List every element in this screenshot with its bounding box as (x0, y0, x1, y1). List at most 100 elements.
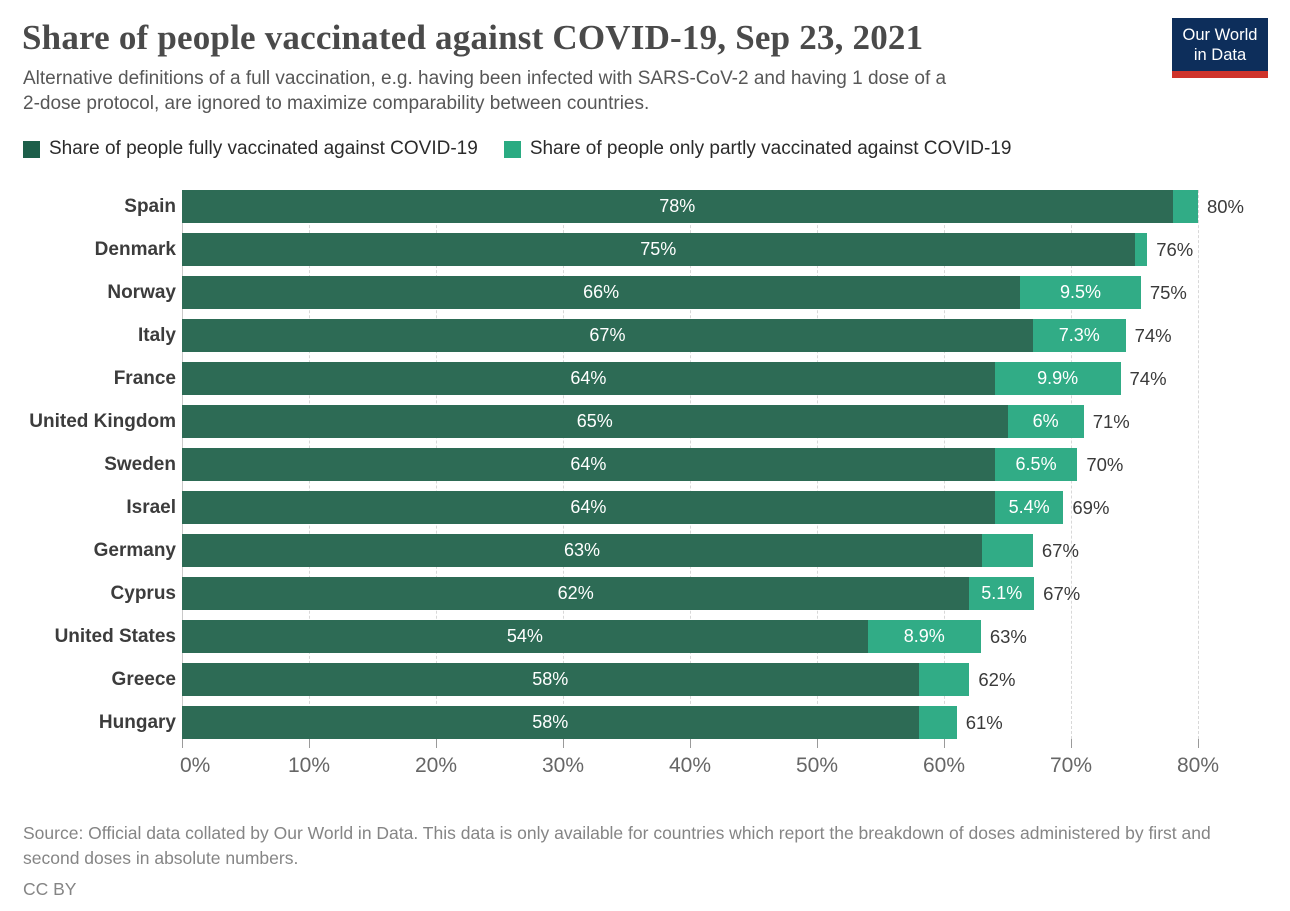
bar-segment-partly (918, 663, 970, 696)
bar-total-label: 67% (1041, 539, 1079, 561)
chart-rows: Spain 78% 80% Denmark 75% 76% Norway 66% 9.5% 75%… (20, 190, 1280, 739)
country-label: France (113, 367, 176, 389)
legend-item-partly: Share of people only partly vaccinated a… (503, 138, 1012, 160)
bar-segment-partly (1172, 190, 1198, 223)
chart-subtitle-line1: Alternative definitions of a full vaccin… (23, 68, 947, 89)
owid-logo[interactable]: Our World in Data (1172, 18, 1268, 78)
bar-total-label: 71% (1092, 410, 1130, 432)
bar-segment-fully: 78% (182, 190, 1173, 223)
legend-label-fully: Share of people fully vaccinated against… (49, 138, 478, 159)
bar-segment-fully: 65% (182, 405, 1008, 438)
bar-track: 58% 61% (182, 706, 1280, 739)
country-label: Greece (111, 668, 176, 690)
bar-total-label: 76% (1156, 238, 1194, 260)
bar-total-label: 62% (978, 668, 1016, 690)
legend-label-partly: Share of people only partly vaccinated a… (529, 138, 1012, 159)
country-label: Hungary (98, 711, 176, 733)
bar-segment-partly: 9.9% (994, 362, 1121, 395)
axis-tick (182, 739, 183, 748)
bar-total-label: 63% (989, 625, 1027, 647)
bar-row: Germany 63% 67% (20, 534, 1280, 567)
axis-tick (436, 739, 437, 748)
axis-tick-label: 80% (1176, 754, 1220, 777)
country-label: Sweden (104, 453, 176, 475)
country-label: Italy (137, 324, 176, 346)
bar-segment-fully: 64% (182, 491, 995, 524)
country-label: United Kingdom (29, 410, 176, 432)
bar-track: 65% 6% 71% (182, 405, 1280, 438)
bar-segment-partly: 9.5% (1020, 276, 1141, 309)
bar-row: Hungary 58% 61% (20, 706, 1280, 739)
axis-tick-label: 50% (795, 754, 839, 777)
chart-subtitle: Alternative definitions of a full vaccin… (23, 66, 1123, 116)
bar-segment-fully: 62% (182, 577, 970, 610)
gridline (1198, 190, 1199, 739)
axis-tick-label: 60% (922, 754, 966, 777)
country-label: United States (54, 625, 176, 647)
fully-vaccinated-swatch-icon (23, 140, 40, 158)
axis-tick-label: 30% (541, 754, 585, 777)
license-note: CC BY (23, 879, 77, 899)
axis-tick-label: 10% (287, 754, 331, 777)
axis-tick (1071, 739, 1072, 748)
bar-row: Greece 58% 62% (20, 663, 1280, 696)
legend-item-fully: Share of people fully vaccinated against… (23, 138, 478, 160)
bar-track: 67% 7.3% 74% (182, 319, 1280, 352)
bar-segment-fully: 66% (182, 276, 1021, 309)
chart-footer: Source: Official data collated by Our Wo… (23, 821, 1268, 902)
bar-segment-partly: 7.3% (1032, 319, 1126, 352)
bar-track: 66% 9.5% 75% (182, 276, 1280, 309)
country-label: Cyprus (110, 582, 176, 604)
bar-segment-fully: 64% (182, 448, 995, 481)
bar-segment-partly: 5.4% (994, 491, 1064, 524)
bar-track: 75% 76% (182, 233, 1280, 266)
bar-row: Spain 78% 80% (20, 190, 1280, 223)
bar-track: 54% 8.9% 63% (182, 620, 1280, 653)
bar-track: 62% 5.1% 67% (182, 577, 1280, 610)
owid-logo-line2: in Data (1193, 45, 1247, 64)
country-label: Denmark (94, 238, 176, 260)
bar-segment-partly: 6.5% (994, 448, 1078, 481)
axis-tick-label: 70% (1049, 754, 1093, 777)
bar-row: Norway 66% 9.5% 75% (20, 276, 1280, 309)
bar-row: United States 54% 8.9% 63% (20, 620, 1280, 653)
bar-track: 64% 5.4% 69% (182, 491, 1280, 524)
bar-total-label: 80% (1206, 195, 1245, 217)
bar-segment-fully: 63% (182, 534, 983, 567)
bar-track: 63% 67% (182, 534, 1280, 567)
bar-segment-fully: 75% (182, 233, 1135, 266)
chart-title: Share of people vaccinated against COVID… (22, 18, 924, 57)
axis-tick-label: 0% (180, 754, 211, 777)
bar-row: Italy 67% 7.3% 74% (20, 319, 1280, 352)
bar-total-label: 61% (965, 711, 1003, 733)
bar-row: United Kingdom 65% 6% 71% (20, 405, 1280, 438)
bar-segment-partly (1134, 233, 1148, 266)
bar-segment-fully: 64% (182, 362, 995, 395)
bar-total-label: 74% (1134, 324, 1172, 346)
bar-segment-fully: 54% (182, 620, 868, 653)
bar-segment-fully: 58% (182, 706, 919, 739)
bar-segment-partly: 5.1% (969, 577, 1035, 610)
bar-total-label: 75% (1149, 281, 1187, 303)
source-note: Source: Official data collated by Our Wo… (23, 823, 1211, 868)
bar-segment-partly (982, 534, 1033, 567)
axis-tick (563, 739, 564, 748)
x-axis: 0% 10% 20% 30% 40% 50% 60% 70% 80% (180, 739, 1222, 794)
axis-tick (690, 739, 691, 748)
chart-subtitle-line2: 2-dose protocol, are ignored to maximize… (23, 93, 650, 114)
axis-tick (1198, 739, 1199, 748)
bar-segment-partly: 6% (1007, 405, 1084, 438)
bar-segment-fully: 67% (182, 319, 1033, 352)
owid-logo-line1: Our World (1182, 25, 1258, 44)
bar-track: 78% 80% (182, 190, 1280, 223)
bar-track: 64% 6.5% 70% (182, 448, 1280, 481)
axis-tick-label: 20% (414, 754, 458, 777)
country-label: Germany (93, 539, 176, 561)
bar-chart: Spain 78% 80% Denmark 75% 76% Norway 66% 9.5% 75%… (20, 190, 1280, 800)
axis-tick (309, 739, 310, 748)
bar-total-label: 70% (1086, 453, 1124, 475)
bar-track: 64% 9.9% 74% (182, 362, 1280, 395)
bar-row: Denmark 75% 76% (20, 233, 1280, 266)
axis-tick-label: 40% (668, 754, 712, 777)
bar-segment-fully: 58% (182, 663, 919, 696)
